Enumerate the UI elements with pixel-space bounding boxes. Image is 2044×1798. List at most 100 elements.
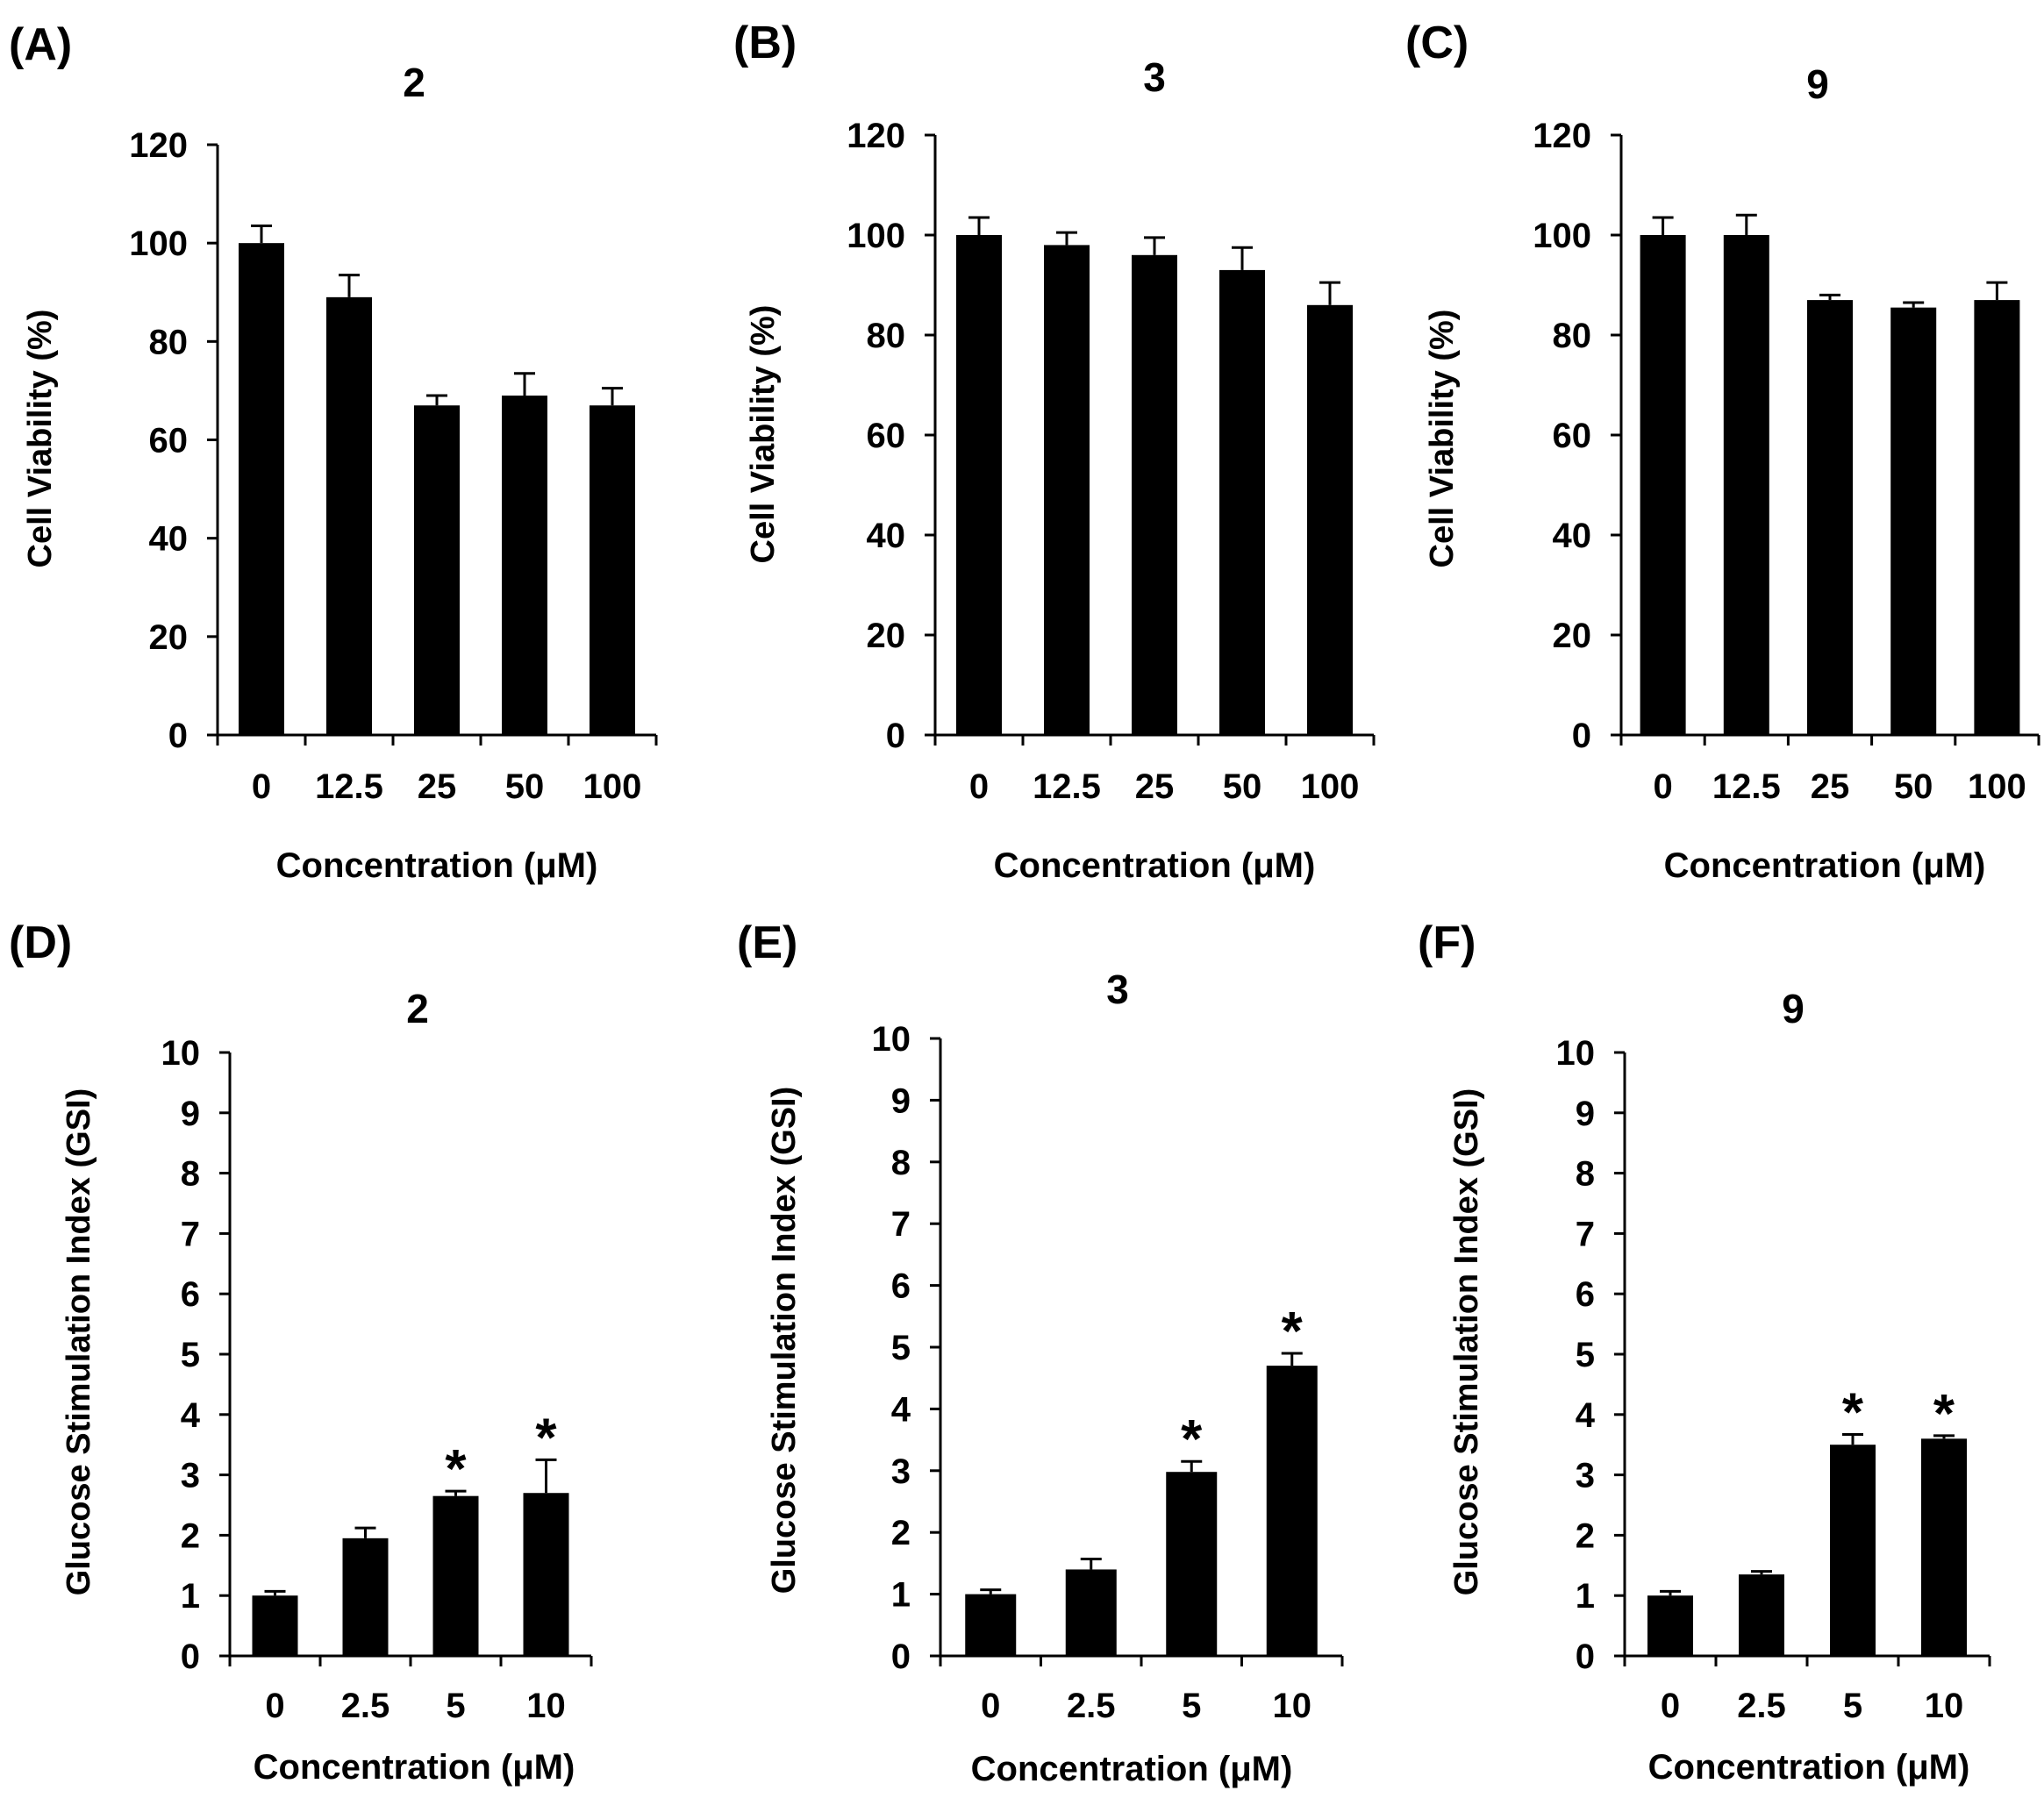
panel-label: (B) [733, 18, 797, 68]
bar [239, 243, 284, 736]
y-tick-label: 120 [1533, 117, 1591, 155]
y-axis-label: Cell Viability (%) [745, 305, 782, 564]
y-tick-label: 40 [1553, 517, 1592, 555]
chart-panel-c: (C) 9 Cell Viability (%) Concentration (μM)… [1405, 18, 2040, 885]
x-tick-label: 2.5 [1067, 1687, 1116, 1725]
bar [965, 1594, 1017, 1656]
x-axis-label: Concentration (μM) [1664, 846, 1986, 885]
y-tick-label: 5 [1576, 1336, 1595, 1374]
x-tick-label: 50 [1223, 767, 1262, 806]
x-axis-label: Concentration (μM) [1648, 1748, 1970, 1787]
chart-title: 3 [1106, 967, 1129, 1012]
y-tick-label: 4 [891, 1390, 911, 1429]
panel-label: (C) [1405, 18, 1469, 68]
y-tick-label: 3 [1576, 1457, 1595, 1495]
y-tick-label: 20 [1553, 617, 1592, 655]
y-tick-label: 8 [181, 1155, 200, 1194]
x-tick-label: 0 [981, 1687, 1000, 1725]
y-tick-label: 9 [1576, 1095, 1595, 1133]
y-tick-label: 7 [891, 1205, 911, 1244]
y-tick-label: 7 [1576, 1215, 1595, 1253]
y-tick-label: 4 [1576, 1396, 1596, 1435]
y-tick-label: 100 [1533, 217, 1591, 255]
y-tick-label: 80 [867, 317, 906, 355]
y-tick-label: 0 [1576, 1637, 1595, 1676]
bar [1640, 235, 1686, 735]
y-tick-label: 8 [891, 1144, 911, 1182]
chart-panel-e: (E) 3 Glucose Stimulation Index (GSI) Conce… [737, 917, 1344, 1788]
y-tick-label: 4 [181, 1396, 201, 1435]
y-tick-label: 1 [181, 1577, 200, 1616]
bar [523, 1493, 569, 1656]
y-tick-label: 2 [181, 1516, 200, 1555]
x-tick-label: 50 [505, 767, 545, 806]
y-tick-label: 2 [1576, 1516, 1595, 1555]
bar [1132, 254, 1177, 735]
y-tick-label: 60 [1553, 417, 1592, 455]
panel-label: (A) [9, 19, 72, 70]
y-tick-label: 60 [149, 422, 189, 460]
y-tick-label: 60 [867, 417, 906, 455]
y-tick-label: 40 [867, 517, 906, 555]
y-tick-label: 0 [886, 717, 905, 755]
chart-panel-f: (F) 9 Glucose Stimulation Index (GSI) Conce… [1418, 917, 1991, 1787]
y-tick-label: 10 [1556, 1034, 1596, 1073]
chart-title: 2 [403, 60, 425, 105]
y-tick-label: 3 [891, 1452, 911, 1491]
y-tick-label: 3 [181, 1457, 200, 1495]
bar [1065, 1569, 1117, 1656]
y-tick-label: 20 [867, 617, 906, 655]
bar [1890, 307, 1937, 735]
y-tick-label: 5 [181, 1336, 200, 1374]
chart-title: 9 [1806, 61, 1829, 107]
y-tick-label: 9 [891, 1081, 911, 1120]
bar [1266, 1366, 1318, 1656]
y-axis-label: Cell Viability (%) [1424, 310, 1461, 568]
bar [1807, 300, 1853, 735]
x-axis-label: Concentration (μM) [254, 1748, 575, 1787]
y-tick-label: 10 [872, 1020, 911, 1059]
y-tick-label: 6 [181, 1275, 200, 1314]
x-tick-label: 10 [526, 1687, 566, 1725]
bar [956, 235, 1002, 735]
bar [1307, 304, 1353, 735]
x-tick-label: 2.5 [1737, 1687, 1786, 1725]
y-tick-label: 6 [1576, 1275, 1595, 1314]
chart-title: 3 [1143, 54, 1166, 100]
chart-panel-d: (D) 2 Glucose Stimulation Index (GSI) Conce… [9, 917, 593, 1787]
bar [1723, 235, 1769, 735]
significance-star: * [1933, 1384, 1955, 1445]
panel-label: (E) [737, 917, 797, 968]
x-tick-label: 0 [265, 1687, 284, 1725]
x-tick-label: 50 [1894, 767, 1933, 806]
y-tick-label: 5 [891, 1329, 911, 1367]
bar [1921, 1438, 1967, 1656]
y-tick-label: 120 [847, 117, 905, 155]
bar [1974, 300, 2020, 735]
x-tick-label: 0 [969, 767, 989, 806]
significance-star: * [445, 1439, 467, 1500]
bar [1830, 1445, 1876, 1656]
bar [1739, 1574, 1784, 1656]
x-tick-label: 12.5 [1033, 767, 1101, 806]
y-tick-label: 100 [129, 225, 188, 263]
chart-panel-a: (A) 2 Cell Viability (%) Concentration (μM)… [9, 19, 658, 885]
panel-label: (D) [9, 917, 72, 968]
y-tick-label: 0 [168, 717, 188, 755]
significance-star: * [1282, 1302, 1304, 1362]
bar [252, 1595, 298, 1656]
y-axis-label: Cell Viability (%) [22, 310, 59, 568]
y-tick-label: 1 [891, 1576, 911, 1615]
x-axis-label: Concentration (μM) [994, 846, 1316, 885]
chart-title: 9 [1782, 986, 1805, 1031]
y-tick-label: 2 [891, 1514, 911, 1552]
y-tick-label: 80 [149, 323, 189, 361]
y-tick-label: 40 [149, 520, 189, 559]
x-tick-label: 10 [1925, 1687, 1964, 1725]
x-tick-label: 12.5 [315, 767, 383, 806]
bar [1219, 269, 1265, 735]
x-tick-label: 25 [1811, 767, 1850, 806]
bar [432, 1495, 479, 1656]
x-axis-label: Concentration (μM) [276, 846, 598, 885]
